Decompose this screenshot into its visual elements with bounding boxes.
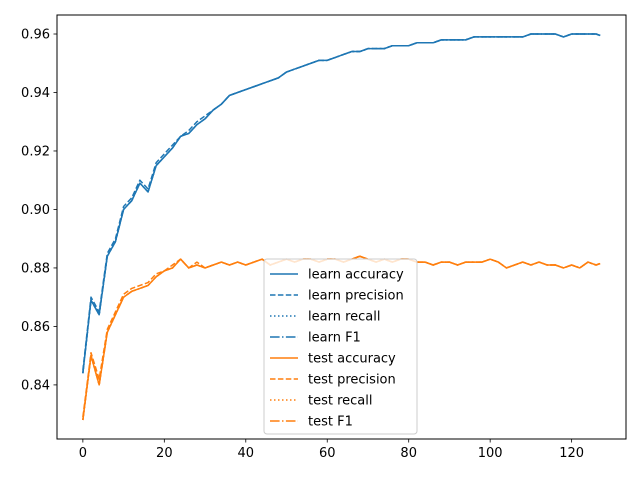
plot-frame	[56, 14, 627, 440]
legend: learn accuracy learn precision learn recal…	[263, 258, 418, 435]
x-tick-label: 100	[478, 446, 503, 461]
legend-box	[263, 258, 418, 435]
x-tick-label: 120	[559, 446, 584, 461]
legend-label: test precision	[308, 373, 396, 388]
x-tick-label: 40	[238, 446, 255, 461]
series-line-learn-f1	[82, 33, 601, 374]
legend-label: learn F1	[308, 331, 361, 346]
x-tick-label: 60	[319, 446, 336, 461]
x-tick-label: 80	[400, 446, 417, 461]
y-tick-label: 0.94	[21, 86, 50, 101]
x-axis-ticks: 0 20 40 60 80 100 120	[79, 439, 584, 461]
y-tick-label: 0.96	[21, 28, 50, 43]
y-tick-label: 0.92	[21, 144, 50, 159]
legend-label: learn precision	[308, 289, 404, 304]
legend-label: test F1	[308, 415, 353, 430]
y-axis-ticks: 0.84 0.86 0.88 0.90 0.92 0.94 0.96	[21, 28, 57, 393]
y-tick-label: 0.84	[21, 378, 50, 393]
y-tick-label: 0.90	[21, 203, 50, 218]
legend-label: learn accuracy	[308, 268, 404, 283]
y-tick-label: 0.88	[21, 261, 50, 276]
x-tick-label: 20	[156, 446, 173, 461]
y-tick-label: 0.86	[21, 320, 50, 335]
legend-label: test recall	[308, 394, 373, 409]
legend-label: learn recall	[308, 310, 380, 325]
x-tick-label: 0	[79, 446, 87, 461]
legend-label: test accuracy	[308, 352, 396, 367]
